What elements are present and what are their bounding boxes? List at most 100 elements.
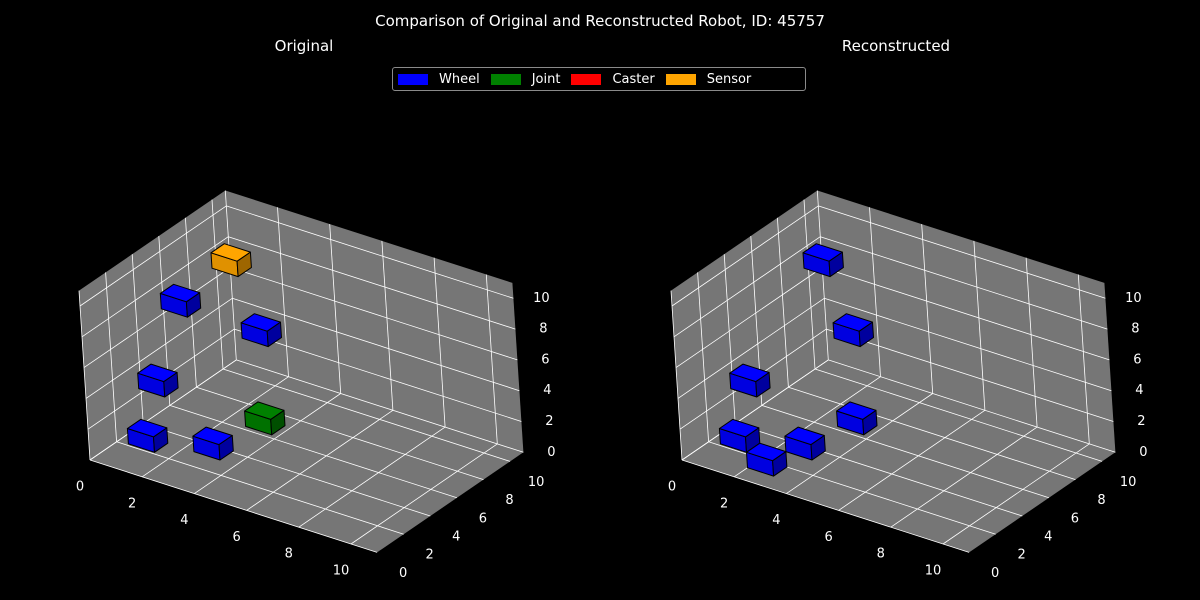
gridline-y-floor	[222, 368, 511, 462]
gridline-x-floor	[942, 443, 1090, 545]
gridline-y-floor	[788, 386, 1076, 480]
legend-swatch-joint	[489, 72, 522, 86]
gridline-x-back	[485, 274, 498, 444]
voxel-wheel-reconstructed	[784, 426, 826, 461]
gridline-x-back	[224, 190, 237, 360]
gridline-x-floor	[890, 426, 1038, 528]
gridline-z-left	[79, 205, 227, 307]
z-tick-label: 8	[1131, 322, 1139, 337]
y-tick-label: 2	[1018, 548, 1026, 563]
voxel-top-face	[244, 401, 285, 420]
legend: Wheel Joint Caster Sensor	[392, 67, 806, 91]
voxel-top-face	[832, 313, 873, 332]
gridline-x-floor	[838, 409, 986, 511]
z-tick-label: 2	[1137, 414, 1145, 429]
x-tick-label: 10	[925, 564, 942, 579]
y-tick-label: 10	[528, 475, 545, 490]
legend-item-sensor: Sensor	[664, 71, 752, 87]
voxel-wheel-reconstructed	[718, 418, 761, 453]
gridline-x-back	[816, 190, 829, 360]
voxel-top-face	[802, 243, 843, 262]
gridline-x-back	[433, 257, 446, 428]
legend-label-joint: Joint	[531, 71, 561, 87]
gridline-x-back	[869, 207, 881, 377]
gridline-y-floor	[814, 368, 1103, 462]
voxel-wheel-original	[159, 283, 202, 318]
legend-swatch-wheel	[397, 72, 429, 86]
x-tick-label: 6	[232, 530, 240, 545]
gridline-z-back	[818, 205, 1106, 299]
gridline-x-floor	[786, 393, 933, 494]
z-tick-label: 6	[1133, 352, 1141, 367]
voxel-top-face	[746, 442, 787, 462]
z-tick-label: 4	[543, 383, 551, 398]
y-tick-label: 6	[1071, 511, 1079, 526]
voxel-top-face	[159, 283, 201, 303]
voxel-top-face	[784, 426, 825, 446]
gridline-y-floor	[681, 459, 970, 553]
y-tick-label: 4	[452, 530, 460, 545]
x-tick-label: 0	[76, 480, 84, 495]
voxel-top-face	[729, 363, 770, 383]
gridline-z-back	[236, 359, 524, 453]
y-tick-label: 6	[479, 511, 487, 526]
gridline-y-floor	[89, 459, 378, 553]
gridline-z-back	[822, 267, 1110, 361]
gridline-x-back	[329, 224, 342, 394]
gridline-y-floor	[169, 405, 458, 499]
figure-suptitle: Comparison of Original and Reconstructed…	[375, 12, 825, 30]
z-tick-label: 8	[539, 322, 547, 337]
gridline-z-back	[230, 267, 518, 361]
legend-item-caster: Caster	[570, 71, 655, 87]
x-tick-label: 0	[668, 480, 676, 495]
voxel-top-face	[210, 243, 251, 262]
legend-item-wheel: Wheel	[397, 72, 480, 87]
gridline-y-left	[777, 217, 789, 388]
y-tick-label: 10	[1120, 475, 1137, 490]
gridline-x-floor	[350, 443, 498, 545]
gridline-z-back	[828, 359, 1116, 453]
gridline-z-left	[673, 236, 821, 338]
axes-title-reconstructed: Reconstructed	[842, 37, 950, 55]
gridline-x-floor	[194, 393, 341, 494]
z-tick-label: 10	[1125, 291, 1142, 306]
x-tick-label: 4	[772, 513, 780, 528]
voxel-wheel-reconstructed	[802, 243, 844, 278]
voxel-wheel-original	[240, 313, 282, 348]
voxel-top-face	[240, 313, 281, 332]
gridline-z-left	[83, 267, 231, 368]
y-tick-label: 2	[426, 548, 434, 563]
legend-label-sensor: Sensor	[706, 71, 752, 87]
x-tick-label: 8	[285, 547, 293, 562]
y-tick-label: 4	[1044, 530, 1052, 545]
gridline-x-floor	[298, 426, 446, 528]
gridline-z-left	[677, 297, 825, 399]
z-tick-label: 0	[547, 445, 555, 460]
gridline-z-back	[824, 297, 1112, 392]
gridline-x-floor	[141, 376, 289, 478]
gridline-y-left	[131, 254, 144, 424]
gridline-z-left	[671, 205, 819, 307]
gridline-z-back	[826, 328, 1114, 422]
x-tick-label: 2	[128, 496, 136, 511]
z-tick-label: 2	[545, 414, 553, 429]
floor-pane	[90, 359, 524, 553]
legend-label-caster: Caster	[612, 71, 655, 87]
gridline-y-left	[723, 254, 736, 424]
gridline-z-left	[85, 297, 233, 399]
gridline-z-back	[226, 205, 514, 299]
voxel-top-face	[836, 401, 877, 420]
legend-swatch-sensor	[664, 72, 697, 86]
gridline-z-left	[89, 359, 237, 461]
gridline-y-left	[105, 272, 117, 442]
voxel-wheel-reconstructed	[836, 401, 878, 436]
voxel-wheel-reconstructed	[746, 442, 788, 477]
gridline-z-left	[681, 359, 829, 461]
legend-item-joint: Joint	[489, 71, 561, 87]
gridline-z-back	[820, 236, 1108, 330]
voxel-top-face	[137, 363, 178, 383]
legend-swatch-caster	[570, 72, 603, 86]
voxel-wheel-reconstructed	[832, 313, 874, 348]
